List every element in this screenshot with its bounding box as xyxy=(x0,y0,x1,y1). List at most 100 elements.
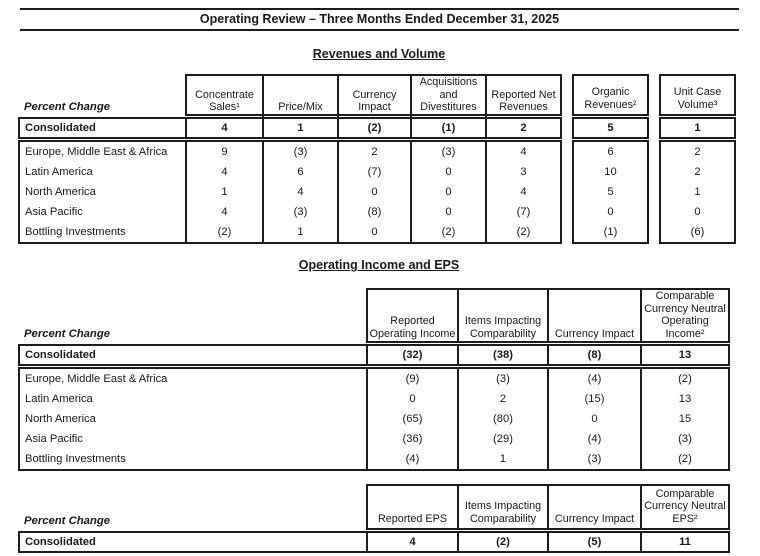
value-cell: (2) xyxy=(457,533,547,551)
value-cell: (4) xyxy=(547,369,640,389)
row-label-consolidated: Consolidated xyxy=(18,531,366,553)
column-header: Items Impacting Comparability xyxy=(457,486,547,528)
table1-header-group-main: Concentrate Sales¹ Price/Mix Currency Im… xyxy=(185,74,562,117)
row-label: Europe, Middle East & Africa xyxy=(25,373,168,385)
value-cell: 0 xyxy=(607,206,614,218)
column-header: Concentrate Sales¹ xyxy=(195,88,254,114)
value-cell: 6 xyxy=(607,146,614,158)
column-header: Reported EPS xyxy=(377,512,448,525)
value-cell: 1 xyxy=(262,222,337,242)
row-label: Bottling Investments xyxy=(25,453,126,465)
value-cell: (1) xyxy=(410,119,485,137)
table-revenues-and-volume: Percent Change Concentrate Sales¹ Price/… xyxy=(0,74,760,244)
value-cell: 4 xyxy=(221,206,228,218)
value-cell: 1 xyxy=(221,186,228,198)
value-cell: (36) xyxy=(402,433,423,445)
row-label: Bottling Investments xyxy=(25,226,126,238)
row-label: Asia Pacific xyxy=(25,433,83,445)
percent-change-label: Percent Change xyxy=(24,515,111,527)
value-cell: (3) xyxy=(262,202,337,222)
value-cell: (4) xyxy=(405,453,420,465)
value-cell: 1 xyxy=(262,119,337,137)
value-cell: (32) xyxy=(402,349,423,361)
value-cell: (6) xyxy=(690,226,705,238)
value-cell: 4 xyxy=(409,536,416,548)
row-label: Latin America xyxy=(25,166,93,178)
column-header: Organic Revenues² xyxy=(584,86,637,111)
value-cell: (3) xyxy=(410,142,485,162)
row-label-consolidated: Consolidated xyxy=(18,117,185,139)
value-cell: 1 xyxy=(694,122,701,134)
column-header: Currency Impact xyxy=(547,290,640,343)
value-cell: 10 xyxy=(604,166,617,178)
row-label: Asia Pacific xyxy=(25,206,83,218)
column-header: Unit Case Volume³ xyxy=(673,86,722,111)
value-cell: (29) xyxy=(457,429,547,449)
table2-header-row: Percent Change Reported Operating Income… xyxy=(18,288,760,343)
value-cell: 0 xyxy=(410,162,485,182)
value-cell: 13 xyxy=(640,346,728,364)
value-cell: (7) xyxy=(485,202,560,222)
value-cell: 0 xyxy=(337,222,410,242)
value-cell: 2 xyxy=(694,146,701,158)
value-cell: (1) xyxy=(603,226,618,238)
value-cell: 2 xyxy=(485,119,560,137)
table-eps: Percent Change Reported EPS Items Impact… xyxy=(0,484,760,553)
value-cell: 4 xyxy=(221,122,228,134)
value-cell: 0 xyxy=(694,206,701,218)
value-cell: 0 xyxy=(547,409,640,429)
value-cell: 3 xyxy=(485,162,560,182)
value-cell: (2) xyxy=(640,369,728,389)
value-cell: 2 xyxy=(457,389,547,409)
value-cell: (38) xyxy=(457,346,547,364)
value-cell: 0 xyxy=(337,182,410,202)
section-heading-operating-income-eps: Operating Income and EPS xyxy=(298,258,460,272)
value-cell: (2) xyxy=(410,222,485,242)
column-header: Comparable Currency Neutral Operating In… xyxy=(640,290,728,343)
value-cell: (3) xyxy=(640,429,728,449)
value-cell: 4 xyxy=(485,182,560,202)
value-cell: 13 xyxy=(640,389,728,409)
value-cell: (3) xyxy=(262,142,337,162)
table3-consolidated-row: Consolidated 4 (2) (5) 11 xyxy=(18,531,760,553)
row-label: North America xyxy=(25,413,96,425)
table1-segment-rows: Europe, Middle East & Africa Latin Ameri… xyxy=(18,140,760,244)
percent-change-label: Percent Change xyxy=(24,101,111,113)
value-cell: (2) xyxy=(485,222,560,242)
value-cell: (4) xyxy=(547,429,640,449)
value-cell: 4 xyxy=(485,142,560,162)
value-cell: (2) xyxy=(337,119,410,137)
value-cell: 4 xyxy=(262,182,337,202)
column-header: Items Impacting Comparability xyxy=(457,290,547,343)
table1-consolidated-row: Consolidated 4 1 (2) (1) 2 5 1 xyxy=(18,117,760,139)
value-cell: (8) xyxy=(337,202,410,222)
value-cell: (8) xyxy=(547,346,640,364)
column-header: Comparable Currency Neutral EPS² xyxy=(640,486,728,528)
value-cell: (5) xyxy=(547,533,640,551)
table3-header-row: Percent Change Reported EPS Items Impact… xyxy=(18,484,760,530)
value-cell: 5 xyxy=(607,122,614,134)
value-cell: (9) xyxy=(405,373,420,385)
value-cell: 9 xyxy=(221,146,228,158)
value-cell: 1 xyxy=(457,449,547,469)
value-cell: 2 xyxy=(694,166,701,178)
table-operating-income: Percent Change Reported Operating Income… xyxy=(0,288,760,471)
value-cell: 0 xyxy=(410,202,485,222)
table2-consolidated-row: Consolidated (32) (38) (8) 13 xyxy=(18,344,760,366)
value-cell: 0 xyxy=(410,182,485,202)
column-header: Currency Impact xyxy=(337,76,410,117)
column-header: Price/Mix xyxy=(262,76,337,117)
value-cell: (2) xyxy=(640,449,728,469)
percent-change-label: Percent Change xyxy=(24,328,111,340)
value-cell: (15) xyxy=(547,389,640,409)
value-cell: 4 xyxy=(221,166,228,178)
column-header: Reported Net Revenues xyxy=(485,76,560,117)
value-cell: (2) xyxy=(217,226,232,238)
column-header: Acquisitions and Divestitures xyxy=(410,76,485,117)
value-cell: 0 xyxy=(409,393,416,405)
value-cell: 11 xyxy=(640,533,728,551)
value-cell: (7) xyxy=(337,162,410,182)
table1-header-row: Percent Change Concentrate Sales¹ Price/… xyxy=(18,74,760,117)
section-heading-revenues-and-volume: Revenues and Volume xyxy=(312,47,446,61)
